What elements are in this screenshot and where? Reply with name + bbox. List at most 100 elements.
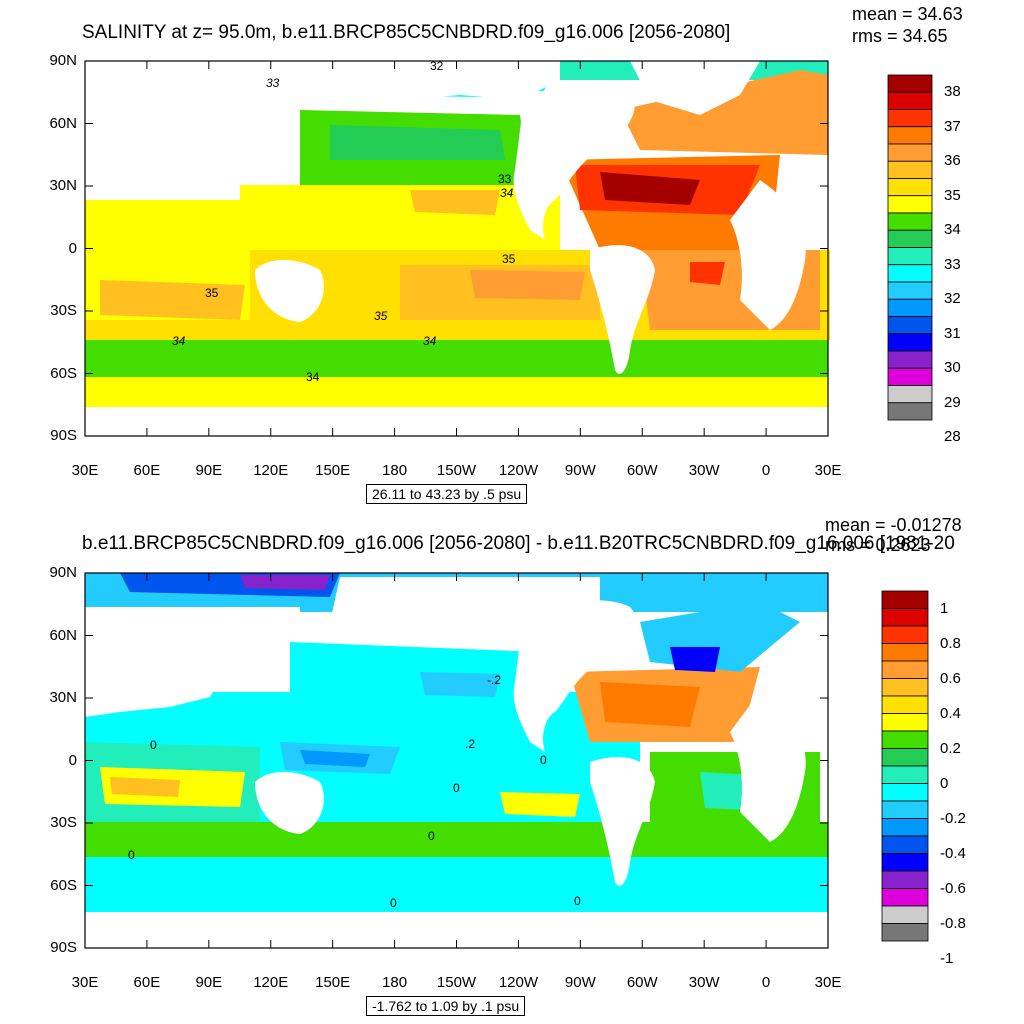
colorbar-swatch [887, 281, 933, 300]
colorbar-swatch [881, 678, 929, 697]
colorbar-label: -0.2 [940, 809, 966, 827]
colorbar-label: -0.4 [940, 844, 966, 862]
south-pacific-green [500, 792, 580, 817]
atlantic-north-core [600, 682, 700, 727]
lat-tick-label: 60N [49, 114, 77, 132]
colorbar-swatch [887, 247, 933, 266]
contour-label: 34 [306, 370, 320, 384]
north-pacific-high [410, 190, 500, 215]
contour-label: 32 [430, 59, 444, 73]
colorbar-label: 0 [940, 774, 949, 792]
colorbar-swatch [887, 126, 933, 145]
colorbar-swatch [887, 195, 933, 214]
contour-label: 34 [500, 186, 514, 200]
colorbar-swatch [881, 730, 929, 749]
colorbar-swatch [887, 109, 933, 128]
north-america [513, 600, 635, 752]
colorbar-label: 36 [944, 152, 961, 170]
lon-tick-label: 30E [814, 974, 842, 991]
colorbar-swatch [881, 853, 929, 872]
lon-tick-label: 90W [564, 974, 596, 991]
lon-tick-label: 150E [315, 462, 351, 479]
rms-value: rms = 0.2623 [825, 535, 931, 555]
contour-label: 35 [502, 252, 516, 266]
contour-label: 35 [205, 286, 219, 300]
lon-tick-label: 180 [382, 462, 408, 479]
colorbar-label: 31 [944, 324, 961, 342]
lon-tick-label: 150W [436, 462, 477, 479]
colorbar-label: 33 [944, 255, 961, 273]
colorbar-swatch [887, 229, 933, 248]
salinity-panel: SALINITY at z= 95.0m, b.e11.BRCP85C5CNBD… [49, 4, 963, 504]
north-america [513, 88, 635, 240]
arctic-strong [240, 575, 330, 590]
colorbar-swatch [887, 367, 933, 386]
lon-tick-label: 120E [253, 462, 289, 479]
colorbar-label: 35 [944, 186, 961, 204]
contour-label: 33 [498, 172, 512, 186]
africa [730, 180, 806, 330]
colorbar-label: 34 [944, 221, 961, 239]
greenland [630, 61, 760, 115]
australia [255, 771, 324, 834]
atlantic-max [600, 172, 700, 205]
colorbar-label: 0.6 [940, 669, 961, 687]
colorbar-swatch [887, 91, 933, 110]
colorbar-label: -1 [940, 949, 954, 967]
colorbar-swatch [887, 160, 933, 179]
rms-value: rms = 34.65 [852, 26, 948, 46]
colorbar-swatch [887, 264, 933, 283]
lon-tick-label: 60E [133, 974, 161, 991]
colorbar-label: 30 [944, 359, 961, 377]
contour-label: 34 [423, 334, 437, 348]
colorbar-label: 0.2 [940, 739, 961, 757]
lat-tick-label: 30S [50, 814, 77, 831]
lat-tick-label: 0 [68, 751, 77, 769]
lat-tick-label: 0 [68, 239, 77, 257]
asia-north [330, 577, 600, 622]
lon-tick-label: 90E [195, 462, 223, 479]
lat-tick-label: 30N [49, 177, 77, 194]
colorbar-label: 28 [944, 428, 961, 446]
lat-tick-label: 60S [50, 364, 77, 382]
colorbar-swatch [887, 402, 933, 421]
indian-ocean-orange [100, 280, 245, 320]
contour-label: 35 [374, 309, 388, 323]
lon-tick-label: 150E [315, 974, 351, 991]
salinity-map: 32 33 33 34 35 35 35 34 34 34 [84, 59, 830, 437]
north-atlantic-subpolar [620, 70, 828, 155]
antarctica [85, 912, 828, 948]
colorbar-swatch [881, 608, 929, 627]
south-pacific-core [470, 270, 585, 300]
south-america [590, 757, 655, 886]
lat-tick-label: 90S [50, 939, 77, 956]
colorbar-swatch [887, 350, 933, 369]
contour-label: 0 [150, 738, 157, 752]
top-ticks [84, 60, 829, 437]
panel-title: b.e11.BRCP85C5CNBDRD.f09_g16.006 [2056-2… [82, 533, 955, 554]
colorbar-swatch [881, 800, 929, 819]
lat-tick-label: 30S [50, 302, 77, 319]
contour-range: -1.762 to 1.09 by .1 psu [366, 996, 526, 1016]
lat-tick-label: 30N [49, 689, 77, 706]
lon-tick-label: 0 [761, 462, 771, 479]
colorbar-label: 0.8 [940, 634, 961, 652]
colorbar-swatch [881, 783, 929, 802]
lon-tick-label: 60W [626, 462, 658, 479]
contour-label: 0 [540, 753, 547, 767]
contour-label: 0 [428, 829, 435, 843]
australia [255, 259, 324, 322]
colorbar-label: -0.6 [940, 879, 966, 897]
colorbar-swatch [881, 713, 929, 732]
bottom-ticks [84, 572, 829, 949]
colorbar-swatch [887, 298, 933, 317]
colorbar-label: 32 [944, 290, 961, 308]
lat-tick-label: 90N [49, 564, 77, 581]
colorbar-label: 38 [944, 83, 961, 101]
southern-ocean [85, 857, 828, 912]
difference-panel: b.e11.BRCP85C5CNBDRD.f09_g16.006 [2056-2… [0, 512, 1024, 1024]
lat-tick-label: 60N [49, 626, 77, 644]
colorbar-swatch [881, 695, 929, 714]
colorbar-label: 1 [940, 599, 949, 617]
colorbar-swatch [887, 143, 933, 162]
